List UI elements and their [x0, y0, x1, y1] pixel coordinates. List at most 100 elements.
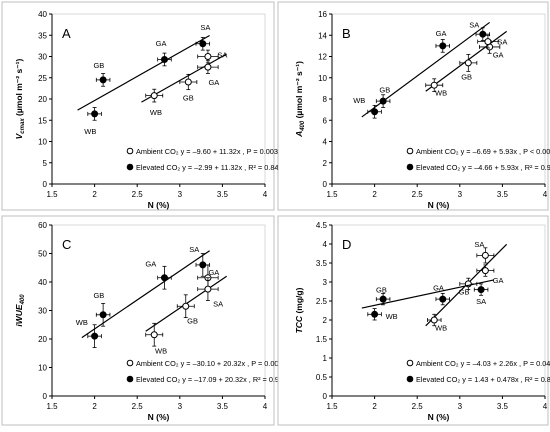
y-tick-label: 2: [323, 159, 328, 168]
data-point: [160, 274, 168, 282]
y-tick-label: 10: [38, 364, 47, 373]
y-tick-label: 6: [323, 116, 328, 125]
legend-marker: [126, 375, 134, 383]
x-tick-label: 1.5: [326, 190, 338, 199]
fit-line: [361, 279, 495, 309]
panel-letter: D: [342, 237, 351, 252]
legend-entry: Ambient CO₂ y = –9.60 + 11.32x , P = 0.0…: [136, 147, 278, 156]
y-tick-label: 30: [38, 53, 47, 62]
point-label: WB: [386, 312, 398, 321]
y-tick-label: 10: [38, 138, 47, 147]
y-tick-label: 1: [323, 354, 328, 363]
y-tick-label: 0.5: [316, 373, 328, 382]
data-point: [379, 97, 387, 105]
x-tick-label: 4: [543, 190, 548, 199]
y-tick-label: 3: [323, 278, 328, 287]
legend-marker: [406, 375, 414, 383]
data-point: [99, 76, 107, 84]
x-tick-label: 3.5: [497, 402, 509, 411]
y-tick-label: 0: [43, 180, 48, 189]
data-point: [204, 53, 212, 60]
data-point: [371, 310, 379, 318]
x-tick-label: 2.5: [412, 190, 424, 199]
data-point: [439, 42, 447, 50]
chart-panel-d: 0 0.5 1 1.5 2 2.5 3 3.5 4 4.5 1.5 2 2.5 3 3.5 4 N (%) TCC…: [277, 215, 550, 426]
point-label: GB: [93, 61, 104, 70]
point-label: SA: [469, 21, 479, 30]
data-point: [464, 59, 472, 67]
y-tick-label: 4.5: [316, 221, 328, 230]
y-tick-label: 3.5: [316, 259, 328, 268]
panel-frame: [1, 1, 275, 211]
data-point: [150, 92, 158, 100]
y-tick-label: 10: [318, 74, 327, 83]
x-axis-label: N (%): [428, 412, 450, 422]
point-label: SA: [497, 38, 507, 47]
data-point: [481, 251, 489, 259]
y-tick-label: 16: [318, 10, 327, 19]
legend-marker: [126, 147, 134, 155]
fit-line: [77, 35, 210, 111]
y-tick-label: 2.5: [316, 297, 328, 306]
data-point: [182, 302, 190, 310]
legend-entry: Elevated CO₂ y = –4.66 + 5.93x , R² = 0.…: [416, 163, 550, 172]
x-tick-label: 1.5: [326, 402, 338, 411]
x-tick-label: 2.5: [412, 402, 424, 411]
x-tick-label: 1.5: [46, 190, 58, 199]
panel-frame: [1, 215, 275, 426]
legend-marker: [406, 163, 414, 171]
x-tick-label: 4: [543, 402, 548, 411]
data-point: [150, 331, 158, 339]
legend-marker: [406, 359, 414, 367]
panel-letter: C: [62, 237, 71, 252]
x-tick-label: 3: [178, 402, 183, 411]
x-axis-label: N (%): [148, 412, 170, 422]
x-tick-label: 4: [263, 190, 268, 199]
data-point: [204, 285, 212, 293]
x-tick-label: 2: [92, 402, 97, 411]
y-tick-label: 20: [38, 335, 47, 344]
x-tick-label: 2: [92, 190, 97, 199]
data-point: [199, 261, 207, 269]
chart-panel-b: 0 2 4 6 8 10 12 14 16 1.5 2 2.5 3 3.5 4 N (%) A400 (µmol…: [277, 1, 550, 211]
legend-marker: [126, 359, 134, 367]
point-label: GA: [145, 259, 156, 268]
data-point: [160, 55, 168, 63]
y-axis-label: A400 (µmol m⁻² s⁻¹): [294, 61, 306, 138]
point-label: SA: [213, 299, 223, 308]
legend-entry: Elevated CO₂ y = –17.09 + 20.32x , R² = …: [136, 375, 287, 384]
y-tick-label: 12: [318, 53, 327, 62]
y-axis-label: iWUE400: [14, 294, 26, 327]
point-label: WB: [435, 89, 447, 98]
data-point: [371, 108, 379, 116]
data-point: [99, 311, 107, 319]
y-tick-label: 0: [323, 180, 328, 189]
data-point: [204, 63, 212, 71]
point-label: GA: [433, 284, 444, 293]
point-label: WB: [435, 324, 447, 333]
data-point: [481, 267, 489, 275]
data-point: [184, 78, 192, 86]
x-tick-label: 3: [458, 402, 463, 411]
data-point: [477, 286, 485, 294]
point-label: GB: [376, 286, 387, 295]
legend-marker: [126, 163, 134, 171]
y-tick-label: 4: [323, 138, 328, 147]
point-label: SA: [476, 297, 486, 306]
y-axis-label: Vcmax (µmol m⁻² s⁻¹): [14, 58, 26, 139]
x-tick-label: 2: [372, 402, 377, 411]
data-point: [439, 295, 447, 303]
data-point: [430, 316, 438, 324]
legend-entry: Ambient CO₂ y = –4.03 + 2.26x , P = 0.04…: [416, 359, 550, 368]
point-label: WB: [353, 96, 365, 105]
point-label: GB: [187, 316, 198, 325]
y-tick-label: 0: [43, 392, 48, 401]
point-label: GB: [459, 288, 470, 297]
y-tick-label: 60: [38, 221, 47, 230]
legend-entry: Elevated CO₂ y = –2.99 + 11.32x , R² = 0…: [136, 163, 283, 172]
chart-panel-c: 0 10 20 30 40 50 60 1.5 2 2.5 3 3.5 4 N (%) iWUE400 C WB…: [1, 215, 287, 426]
y-tick-label: 2: [323, 316, 328, 325]
data-point: [91, 332, 99, 340]
